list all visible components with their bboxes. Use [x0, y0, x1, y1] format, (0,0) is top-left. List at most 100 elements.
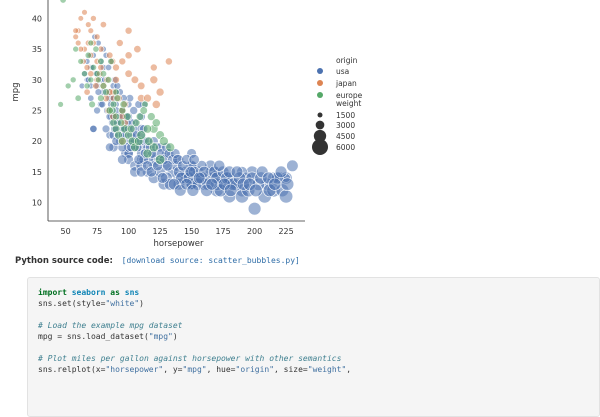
point-europe	[107, 57, 115, 65]
y-axis-label: mpg	[11, 82, 21, 101]
source-line: Python source code: [download source: sc…	[15, 256, 300, 266]
point-japan	[90, 15, 97, 22]
y-tick-label: 25	[32, 107, 42, 116]
point-europe	[69, 76, 77, 84]
code-line-8: sns.relplot(x="horsepower", y="mpg", hue…	[38, 364, 589, 375]
point-japan	[72, 27, 79, 34]
point-europe	[95, 76, 102, 84]
legend-marker-europe	[317, 92, 323, 98]
point-europe	[92, 45, 100, 53]
point-japan	[87, 27, 95, 34]
x-tick-label: 100	[121, 227, 136, 236]
point-japan	[112, 63, 120, 72]
points-layer	[57, 0, 299, 216]
y-tick-label: 40	[32, 14, 42, 23]
source-code-label: Python source code:	[15, 256, 113, 266]
point-japan	[124, 69, 133, 78]
legend-marker-japan	[317, 80, 323, 86]
axes-layer: 50 75 100 125 150 175 200 225 10 15 20 25 30 35 40 hors…	[11, 0, 305, 249]
legend-size-marker	[315, 120, 325, 130]
point-europe	[59, 0, 67, 4]
point-europe	[88, 100, 96, 109]
legend-size-label: 6000	[336, 143, 355, 152]
legend-size-label: 3000	[336, 121, 355, 130]
point-japan	[93, 33, 101, 41]
point-usa	[184, 166, 197, 178]
point-japan	[116, 39, 124, 47]
point-europe	[113, 94, 122, 102]
point-usa	[162, 160, 174, 172]
point-japan	[77, 15, 84, 22]
point-usa	[213, 159, 226, 172]
legend-title-origin: origin	[336, 56, 358, 65]
point-japan	[112, 76, 120, 84]
code-token: "white"	[105, 299, 140, 308]
point-europe	[87, 76, 95, 84]
point-usa	[205, 177, 219, 191]
point-usa	[133, 154, 144, 165]
point-europe	[89, 64, 97, 72]
point-usa	[87, 94, 95, 102]
y-tick-label: 15	[32, 168, 42, 177]
point-europe	[104, 76, 113, 84]
point-europe	[117, 136, 127, 146]
point-europe	[77, 58, 85, 65]
point-europe	[139, 106, 148, 115]
point-japan	[124, 26, 133, 35]
point-japan	[124, 51, 133, 60]
code-token: , hue=	[206, 365, 236, 374]
point-usa	[186, 184, 200, 197]
legend-marker-usa	[317, 68, 323, 74]
scatter-chart: 50 75 100 125 150 175 200 225 10 15 20 25 30 35 40 hors…	[11, 0, 363, 249]
point-japan	[155, 87, 165, 97]
point-japan	[164, 57, 173, 66]
point-europe	[64, 82, 72, 90]
code-token: sns	[124, 288, 140, 297]
point-europe	[97, 94, 105, 102]
x-tick-label: 200	[247, 227, 262, 236]
x-tick-label: 150	[184, 227, 199, 236]
point-usa	[93, 106, 101, 115]
point-usa	[268, 177, 282, 191]
code-token: )	[172, 332, 178, 341]
point-usa	[188, 154, 200, 166]
x-tick-label: 75	[92, 227, 102, 236]
point-usa	[98, 100, 106, 109]
point-europe	[142, 148, 153, 159]
point-japan	[150, 63, 158, 72]
point-europe	[144, 136, 154, 146]
point-europe	[97, 57, 105, 66]
legend-size-marker	[312, 139, 328, 155]
point-europe	[72, 45, 79, 53]
point-europe	[135, 112, 145, 121]
code-token: , size=	[274, 365, 308, 374]
point-usa	[117, 154, 128, 165]
point-japan	[151, 100, 161, 109]
point-usa	[247, 202, 262, 216]
code-line-blank	[38, 309, 589, 320]
code-token: as	[110, 288, 120, 297]
point-europe	[147, 112, 156, 121]
legend-size-marker	[313, 129, 327, 143]
point-europe	[74, 94, 82, 102]
legend-size-label: 4500	[336, 132, 355, 141]
code-token: , y=	[163, 365, 183, 374]
download-source-link[interactable]: [download source: scatter_bubbles.py]	[121, 256, 300, 265]
point-europe	[84, 51, 92, 59]
point-europe	[155, 154, 166, 165]
point-japan	[133, 45, 142, 54]
x-axis-label: horsepower	[153, 239, 204, 249]
point-japan	[83, 64, 91, 71]
code-line-1: import seaborn as sns	[38, 287, 589, 298]
code-token: sns.relplot(x=	[38, 365, 106, 374]
chart-svg: 50 75 100 125 150 175 200 225 10 15 20 25 30 35 40 hors…	[11, 0, 363, 249]
point-usa	[249, 183, 263, 198]
point-japan	[118, 57, 127, 66]
point-europe	[81, 70, 88, 78]
code-line-2: sns.set(style="white")	[38, 298, 589, 309]
point-europe	[99, 82, 108, 90]
code-token: )	[139, 299, 144, 308]
point-usa	[101, 124, 111, 134]
x-tick-label: 225	[278, 227, 293, 236]
